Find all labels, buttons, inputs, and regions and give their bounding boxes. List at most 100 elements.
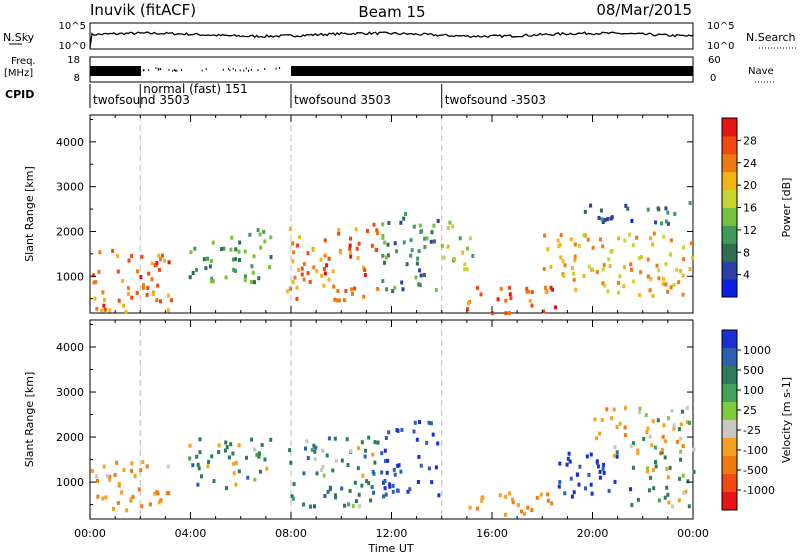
data-cell — [573, 242, 577, 247]
data-cell — [615, 425, 619, 430]
data-cell — [131, 494, 135, 499]
data-cell — [504, 298, 508, 303]
data-cell — [422, 273, 426, 277]
data-cell — [269, 235, 273, 240]
data-cell — [669, 285, 673, 290]
data-cell — [666, 416, 670, 421]
data-cell — [191, 463, 195, 468]
colorbar-swatch — [722, 438, 737, 457]
data-cell — [677, 498, 681, 503]
data-cell — [567, 451, 571, 456]
data-cell — [133, 473, 137, 478]
data-cell — [375, 228, 379, 233]
data-cell — [323, 271, 327, 276]
data-cell — [127, 258, 131, 263]
data-cell — [556, 238, 560, 243]
data-cell — [357, 446, 361, 451]
data-cell — [200, 474, 203, 479]
power-colorbar: 28 24 20 16 12 8 4 Power [dB] — [721, 117, 793, 298]
data-cell — [631, 441, 635, 446]
colorbar-tick-label: 500 — [743, 364, 764, 377]
data-cell — [96, 494, 100, 499]
colorbar-swatch — [722, 225, 737, 244]
freq-speck — [239, 69, 241, 72]
data-cell — [308, 280, 312, 284]
data-cell — [542, 266, 546, 271]
data-cell — [646, 469, 650, 474]
data-cell — [147, 271, 151, 276]
data-cell — [243, 278, 247, 283]
data-cell — [380, 451, 384, 456]
data-cell — [662, 234, 666, 239]
data-cell — [349, 254, 353, 259]
data-cell — [434, 465, 438, 470]
data-cell — [616, 290, 620, 295]
data-cell — [232, 267, 236, 272]
data-cell — [323, 238, 327, 243]
data-cell — [577, 482, 581, 487]
data-cell — [476, 285, 479, 290]
data-cell — [202, 257, 206, 262]
data-cell — [631, 465, 635, 470]
data-cell — [446, 226, 450, 231]
data-cell — [167, 260, 171, 265]
data-cell — [198, 450, 202, 455]
station-title: Inuvik (fitACF) — [90, 1, 196, 19]
colorbar-tick-label: -500 — [743, 464, 768, 477]
data-cell — [569, 237, 573, 242]
data-cell — [371, 452, 375, 457]
data-cell — [206, 256, 210, 261]
data-cell — [364, 448, 368, 453]
data-cell — [314, 445, 318, 450]
colorbar-label: Velocity [m s-1] — [780, 377, 793, 463]
data-cell — [566, 456, 570, 461]
data-cell — [337, 228, 341, 232]
data-cell — [508, 285, 512, 290]
data-cell — [204, 266, 208, 271]
data-cell — [296, 267, 300, 272]
data-cell — [557, 484, 561, 489]
data-cell — [591, 245, 595, 250]
data-cell — [651, 468, 655, 472]
data-cell — [356, 256, 360, 260]
data-cell — [337, 231, 341, 236]
data-cell — [656, 418, 660, 423]
data-cell — [603, 218, 607, 222]
data-cell — [572, 277, 576, 282]
data-cell — [442, 255, 446, 260]
data-cell — [638, 406, 642, 411]
freq-speck — [176, 69, 178, 72]
freq-speck — [175, 69, 177, 72]
data-cell — [380, 470, 384, 475]
data-cell — [637, 256, 641, 261]
data-cell — [296, 243, 299, 248]
data-cell — [393, 285, 397, 290]
data-cell — [642, 436, 646, 441]
data-cell — [370, 243, 374, 248]
data-cell — [630, 503, 634, 507]
data-cell — [345, 437, 349, 442]
data-cell — [568, 459, 572, 464]
data-cell — [682, 490, 686, 495]
data-cell — [543, 233, 547, 238]
data-cell — [157, 253, 161, 258]
data-cell — [632, 279, 636, 284]
data-cell — [385, 287, 388, 292]
data-cell — [691, 256, 695, 260]
data-cell — [229, 442, 233, 447]
data-cell — [615, 454, 619, 459]
data-cell — [291, 280, 295, 285]
data-cell — [673, 211, 677, 216]
data-cell — [120, 490, 123, 495]
data-cell — [672, 423, 676, 428]
data-cell — [610, 416, 614, 421]
data-cell — [257, 451, 261, 456]
data-cell — [646, 207, 650, 212]
x-tick-label: 08:00 — [275, 527, 307, 540]
data-cell — [348, 243, 352, 248]
data-cell — [650, 443, 654, 448]
data-cell — [369, 498, 373, 503]
freq-speck — [173, 68, 175, 71]
data-cell — [322, 266, 326, 271]
data-cell — [344, 289, 348, 293]
